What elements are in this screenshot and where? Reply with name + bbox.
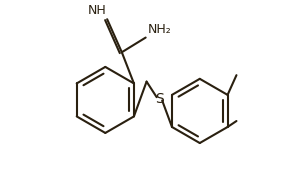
Text: NH₂: NH₂	[147, 23, 171, 36]
Text: S: S	[155, 92, 164, 106]
Text: NH: NH	[88, 4, 106, 17]
